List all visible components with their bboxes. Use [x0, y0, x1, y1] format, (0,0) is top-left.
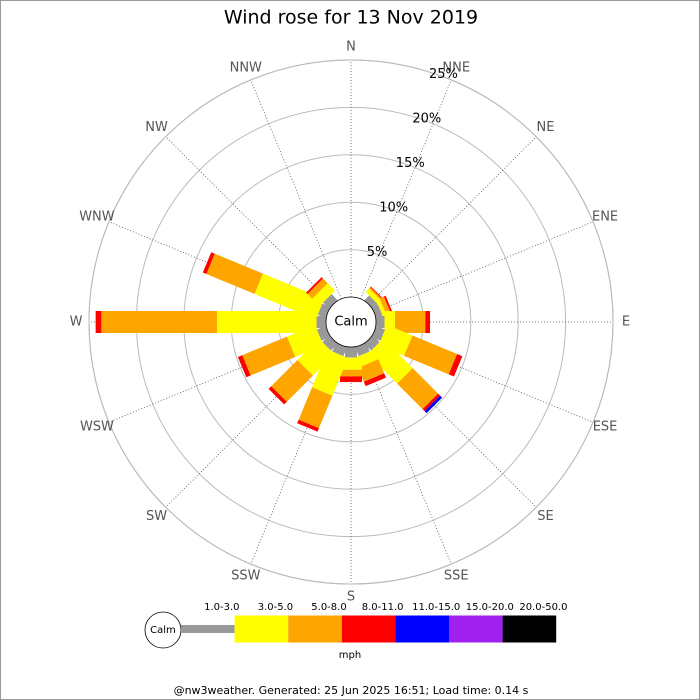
bar-segment	[371, 304, 383, 318]
bar-segment	[425, 311, 431, 333]
bar-segment	[286, 325, 324, 357]
bar-segment	[297, 419, 319, 432]
direction-label: NW	[145, 120, 168, 135]
direction-bars	[268, 335, 338, 405]
legend-label: 8.0-11.0	[362, 602, 404, 613]
bar-segment	[268, 386, 287, 405]
direction-label: WNW	[79, 209, 115, 224]
calm-circle	[325, 296, 377, 348]
grid-ring	[88, 59, 614, 585]
spoke	[165, 136, 334, 305]
direction-bars	[364, 335, 443, 414]
bar-segment	[345, 347, 357, 358]
legend-calm-label: Calm	[150, 625, 176, 636]
spoke	[250, 79, 342, 300]
bar-segment	[202, 252, 215, 274]
spoke	[360, 79, 452, 300]
legend-label: 3.0-5.0	[258, 602, 293, 613]
r-tick-label: 20%	[412, 112, 441, 127]
bar-segment	[404, 335, 458, 375]
bar-segment	[306, 277, 324, 295]
bar-segment	[364, 335, 380, 351]
legend-label: 11.0-15.0	[412, 602, 460, 613]
direction-label: S	[347, 590, 355, 605]
bar-segment	[298, 387, 333, 429]
direction-label: NNW	[230, 60, 262, 75]
calm-label: Calm	[334, 315, 367, 330]
bar-segment	[95, 311, 102, 333]
legend-swatch	[341, 615, 396, 643]
bar-segment	[424, 395, 443, 414]
direction-label: SW	[146, 509, 167, 524]
spoke	[368, 136, 537, 305]
units-label: mph	[339, 650, 361, 661]
footer: @nw3weather. Generated: 25 Jun 2025 16:5…	[174, 684, 529, 697]
direction-label: SSW	[231, 569, 261, 584]
bar-segment	[312, 283, 336, 307]
direction-label: NNE	[442, 60, 470, 75]
bar-segment	[422, 393, 441, 412]
chart-title: Wind rose for 13 Nov 2019	[224, 7, 478, 29]
legend-label: 1.0-3.0	[204, 602, 239, 613]
direction-label: SE	[537, 509, 553, 524]
bar-segment	[312, 349, 348, 396]
bar-segment	[323, 294, 338, 309]
bar-segment	[397, 368, 439, 410]
bar-segment	[254, 273, 325, 320]
bar-segment	[316, 316, 326, 328]
bar-segment	[322, 335, 338, 351]
direction-label: N	[346, 40, 356, 55]
direction-bars	[202, 252, 331, 320]
bar-segment	[237, 355, 251, 378]
bar-segment	[376, 316, 385, 328]
legend-swatch	[181, 625, 235, 633]
r-tick-label: 25%	[429, 67, 458, 82]
bar-segment	[367, 338, 413, 384]
bar-segment	[394, 311, 426, 333]
legend-label: 20.0-50.0	[519, 602, 567, 613]
bar-segment	[448, 354, 463, 377]
spoke	[373, 221, 594, 313]
direction-label: ENE	[592, 209, 618, 224]
bar-segment	[206, 253, 263, 294]
legend-swatch	[449, 615, 503, 643]
direction-label: SSE	[444, 569, 469, 584]
direction-label: ESE	[593, 420, 618, 435]
legend-swatch	[234, 615, 289, 643]
bar-segment	[307, 278, 328, 299]
legend-swatch	[395, 615, 449, 643]
bar-segment	[297, 338, 335, 376]
bar-segment	[358, 359, 385, 382]
direction-bars	[297, 342, 348, 432]
legend-label: 15.0-20.0	[466, 602, 514, 613]
direction-label: WSW	[80, 420, 114, 435]
legend-swatch	[502, 615, 557, 643]
bar-segment	[242, 336, 296, 376]
r-tick-label: 15%	[396, 156, 425, 171]
legend-swatch	[288, 615, 342, 643]
legend-label: 5.0-8.0	[311, 602, 346, 613]
direction-bars	[95, 311, 326, 333]
bar-segment	[364, 295, 378, 309]
bar-segment	[340, 376, 362, 383]
r-tick-label: 10%	[379, 200, 408, 215]
direction-label: NE	[536, 120, 554, 135]
bar-segment	[271, 360, 313, 402]
bar-segment	[340, 369, 362, 377]
bar-segment	[216, 311, 317, 333]
direction-label: W	[70, 315, 83, 330]
direction-label: E	[622, 315, 630, 330]
r-tick-label: 5%	[367, 245, 388, 260]
bar-segment	[363, 373, 386, 387]
direction-bars	[306, 277, 338, 309]
bar-segment	[101, 311, 217, 333]
